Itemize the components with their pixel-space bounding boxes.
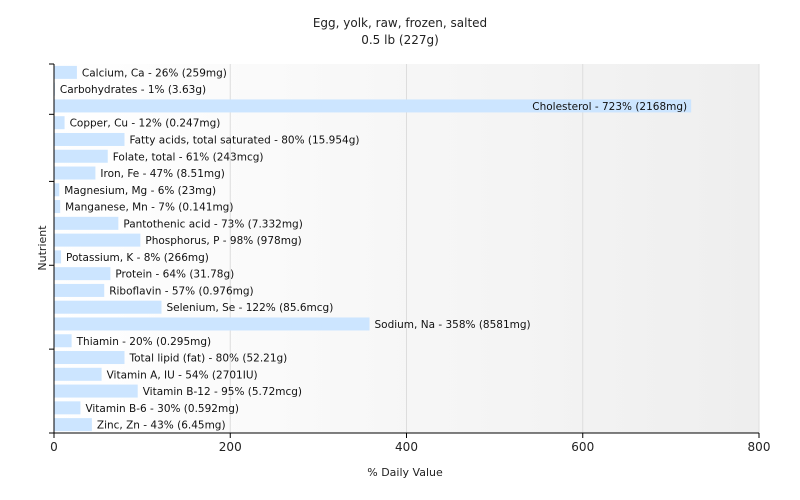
bar-label: Manganese, Mn - 7% (0.141mg) <box>65 202 233 214</box>
bar-label: Zinc, Zn - 43% (6.45mg) <box>97 420 226 432</box>
bar <box>54 183 60 197</box>
chart-subtitle: 0.5 lb (227g) <box>361 33 439 47</box>
bar <box>54 216 119 230</box>
x-tick-label: 0 <box>50 440 58 454</box>
bar <box>54 200 61 214</box>
bar-label: Pantothenic acid - 73% (7.332mg) <box>123 218 302 230</box>
x-tick-label: 800 <box>748 440 771 454</box>
bar <box>54 351 125 365</box>
bar <box>54 166 96 180</box>
bar <box>54 384 138 398</box>
bar <box>54 300 162 314</box>
gridlines <box>229 64 760 433</box>
bar <box>54 250 62 264</box>
bar <box>54 317 370 331</box>
bar <box>54 116 65 130</box>
bar <box>54 132 125 146</box>
bar <box>54 418 92 432</box>
y-axis-label: Nutrient <box>36 225 49 271</box>
bars-group: Calcium, Ca - 26% (259mg) Carbohydrates -… <box>54 65 692 432</box>
bar-label: Magnesium, Mg - 6% (23mg) <box>64 185 216 197</box>
bar-label: Copper, Cu - 12% (0.247mg) <box>70 118 221 130</box>
bar-label: Calcium, Ca - 26% (259mg) <box>82 67 227 79</box>
bar-label: Riboflavin - 57% (0.976mg) <box>109 285 253 297</box>
x-tick-label: 600 <box>571 440 594 454</box>
bar <box>54 367 102 381</box>
bar <box>54 233 141 247</box>
bar-label: Potassium, K - 8% (266mg) <box>66 252 209 264</box>
bar-label: Vitamin B-12 - 95% (5.72mcg) <box>143 386 302 398</box>
axes-group: 0 200 400 600 800 <box>49 63 771 454</box>
x-tick-label: 200 <box>219 440 242 454</box>
bar-label: Sodium, Na - 358% (8581mg) <box>374 319 530 331</box>
bar <box>54 267 111 281</box>
bar <box>54 334 72 348</box>
x-axis-label: % Daily Value <box>367 466 443 479</box>
bar-label: Total lipid (fat) - 80% (52.21g) <box>129 353 288 365</box>
bar-label: Protein - 64% (31.78g) <box>115 269 234 281</box>
bar-label: Iron, Fe - 47% (8.51mg) <box>100 168 224 180</box>
bar-label: Cholesterol - 723% (2168mg) <box>532 101 687 113</box>
bar-label: Phosphorus, P - 98% (978mg) <box>145 235 301 247</box>
bar <box>54 401 81 415</box>
bar-label: Fatty acids, total saturated - 80% (15.9… <box>130 134 360 146</box>
bar-label: Vitamin A, IU - 54% (2701IU) <box>107 369 258 381</box>
bar <box>54 99 692 113</box>
bar <box>54 149 108 163</box>
chart-title: Egg, yolk, raw, frozen, salted <box>313 16 487 30</box>
bar <box>54 65 77 79</box>
bar <box>54 283 105 297</box>
bar-label: Carbohydrates - 1% (3.63g) <box>60 84 206 96</box>
bar-label: Thiamin - 20% (0.295mg) <box>76 336 212 348</box>
bar-label: Selenium, Se - 122% (85.6mcg) <box>167 302 334 314</box>
bar-label: Vitamin B-6 - 30% (0.592mg) <box>85 403 239 415</box>
bar-label: Folate, total - 61% (243mcg) <box>113 151 264 163</box>
x-tick-label: 400 <box>395 440 418 454</box>
